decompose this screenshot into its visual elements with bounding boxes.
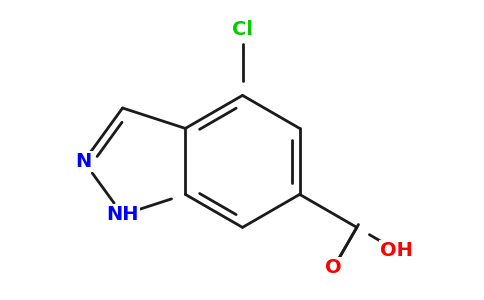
- Text: N: N: [76, 152, 92, 171]
- Text: Cl: Cl: [232, 20, 253, 39]
- Text: OH: OH: [380, 241, 413, 260]
- Text: NH: NH: [106, 205, 139, 224]
- Text: O: O: [325, 258, 342, 277]
